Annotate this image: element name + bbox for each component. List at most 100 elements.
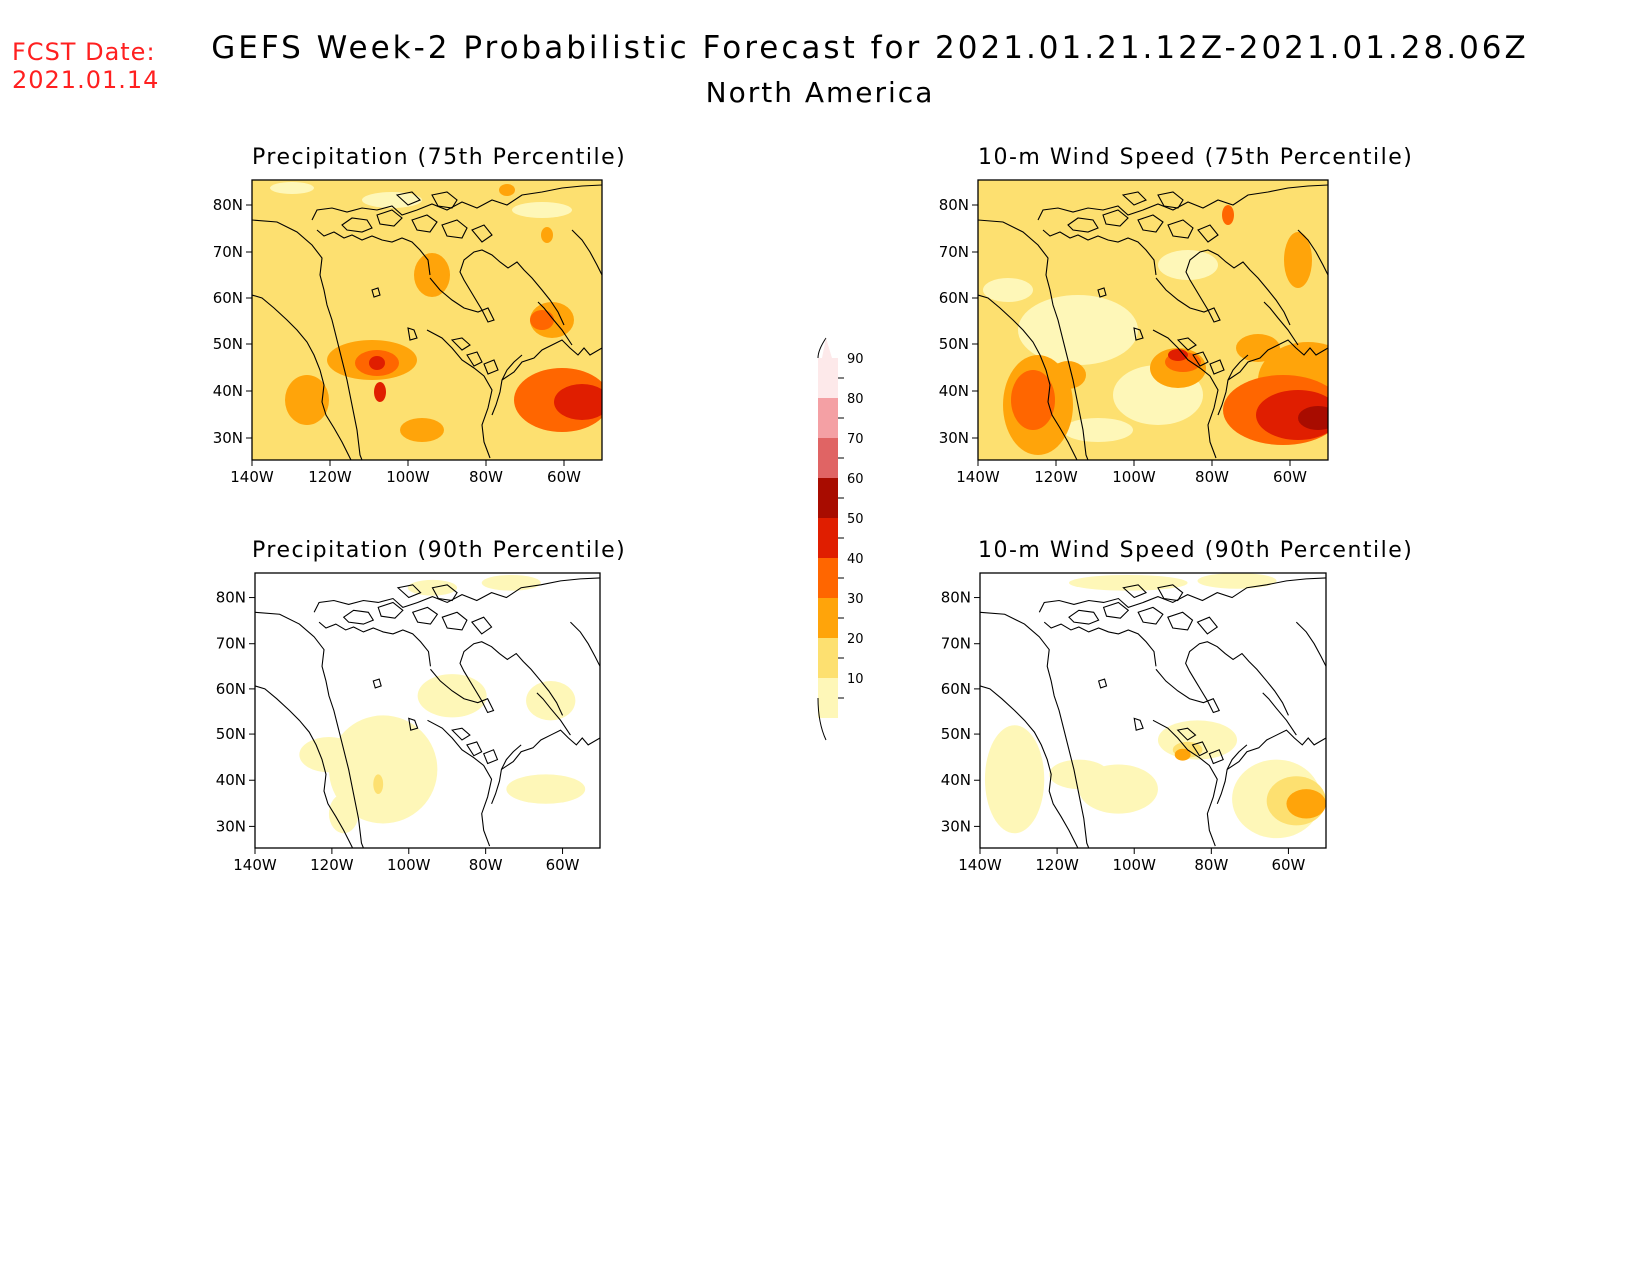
lat-tick-label: 60N: [213, 289, 243, 307]
shaded-region: [299, 737, 359, 773]
shaded-region: [1222, 205, 1234, 225]
shaded-region: [506, 774, 586, 804]
colorbar-swatch: [818, 358, 838, 398]
shaded-region: [1286, 789, 1326, 819]
fcst-date-text: 2021.01.14: [12, 66, 160, 94]
map-frame: [251, 179, 603, 461]
shaded-region: [554, 384, 602, 420]
colorbar-label: 60: [847, 472, 864, 487]
shaded-region: [481, 574, 541, 591]
colorbar-swatch: [818, 638, 838, 678]
colorbar-swatch: [818, 678, 838, 718]
map-field-wind-90: [980, 573, 1326, 848]
lat-tick-label: 80N: [941, 589, 971, 607]
lat-tick-label: 60N: [941, 680, 971, 698]
colorbar-swatch: [818, 518, 838, 558]
shaded-region: [512, 202, 572, 218]
lon-tick-label: 60W: [546, 856, 580, 874]
colorbar-swatch: [818, 478, 838, 518]
shaded-region: [1063, 418, 1133, 442]
colorbar-label: 10: [847, 672, 864, 687]
lat-tick-label: 60N: [939, 289, 969, 307]
shaded-region: [984, 725, 1045, 834]
lon-tick-label: 100W: [386, 468, 430, 486]
map-panel-precip-75: 140W 120W 100W 80W 60W 80N 70N 60N 50N 40N 30N: [213, 179, 603, 486]
lat-tick-label: 80N: [216, 589, 246, 607]
lat-tick-label: 50N: [939, 335, 969, 353]
lat-tick-label: 70N: [939, 243, 969, 261]
colorbar-swatch: [818, 558, 838, 598]
shaded-region: [499, 184, 515, 196]
lon-tick-label: 140W: [958, 856, 1002, 874]
colorbar-swatch: [818, 398, 838, 438]
colorbar-label: 90: [847, 352, 864, 367]
lat-tick-label: 70N: [216, 635, 246, 653]
shaded-region: [374, 382, 386, 402]
colorbar-label: 20: [847, 632, 864, 647]
shaded-region: [328, 793, 359, 834]
shaded-region: [1050, 361, 1086, 389]
shaded-region: [1236, 334, 1280, 362]
colorbar-swatch: [818, 598, 838, 638]
lat-tick-label: 50N: [216, 725, 246, 743]
shaded-region: [530, 310, 554, 330]
shaded-region: [417, 674, 487, 718]
shaded-region: [285, 375, 329, 425]
map-field-wind-75: [978, 180, 1328, 460]
colorbar-label: 80: [847, 392, 864, 407]
shaded-region: [1298, 406, 1328, 430]
lon-tick-label: 100W: [1112, 468, 1156, 486]
colorbar-label: 50: [847, 512, 864, 527]
lon-tick-label: 120W: [1034, 468, 1078, 486]
lon-tick-label: 80W: [1194, 856, 1228, 874]
lon-tick-label: 80W: [1195, 468, 1229, 486]
shaded-region: [369, 356, 385, 370]
lon-tick-label: 80W: [469, 856, 503, 874]
shaded-region: [1197, 573, 1277, 589]
figure-subtitle: North America: [705, 76, 935, 109]
lon-tick-label: 140W: [233, 856, 277, 874]
lon-tick-label: 140W: [230, 468, 274, 486]
lon-tick-label: 60W: [1271, 856, 1305, 874]
map-field-precip-75: [252, 180, 602, 460]
colorbar-label: 40: [847, 552, 864, 567]
lon-tick-label: 60W: [547, 468, 581, 486]
shaded-region: [1174, 748, 1191, 761]
lat-tick-label: 70N: [213, 243, 243, 261]
lon-tick-label: 120W: [1035, 856, 1079, 874]
lat-tick-label: 30N: [941, 817, 971, 835]
lat-tick-label: 40N: [939, 382, 969, 400]
shaded-region: [1011, 370, 1055, 430]
shaded-region: [1018, 295, 1138, 365]
shaded-region: [270, 182, 314, 194]
shaded-region: [400, 418, 444, 442]
lon-tick-label: 120W: [310, 856, 354, 874]
lat-tick-label: 30N: [939, 429, 969, 447]
shaded-region: [328, 715, 438, 824]
lon-tick-label: 60W: [1273, 468, 1307, 486]
shaded-region: [526, 681, 576, 721]
shaded-region: [541, 227, 553, 243]
lat-tick-label: 30N: [216, 817, 246, 835]
colorbar-label: 30: [847, 592, 864, 607]
map-panel-wind-90: 140W 120W 100W 80W 60W 80N 70N 60N 50N 40N 30N: [941, 572, 1327, 874]
lon-tick-label: 100W: [1112, 856, 1156, 874]
panel-title-precip-90: Precipitation (90th Percentile): [252, 538, 627, 563]
lat-tick-label: 50N: [213, 335, 243, 353]
lon-tick-label: 80W: [469, 468, 503, 486]
shaded-region: [983, 278, 1033, 302]
lat-tick-label: 40N: [216, 771, 246, 789]
lat-tick-label: 40N: [941, 771, 971, 789]
colorbar-top-cap: [817, 337, 827, 359]
shaded-region: [373, 774, 384, 794]
forecast-date-label: FCST Date: 2021.01.14: [12, 38, 159, 94]
lon-tick-label: 120W: [308, 468, 352, 486]
map-panel-precip-90: 140W 120W 100W 80W 60W 80N 70N 60N 50N 40N 30N: [216, 572, 601, 874]
lat-tick-label: 40N: [213, 382, 243, 400]
map-frame: [979, 572, 1327, 849]
colorbar: 90 80 70 60 50 40 30 20 10: [817, 337, 864, 741]
lat-tick-label: 80N: [213, 196, 243, 214]
map-panel-wind-75: 140W 120W 100W 80W 60W 80N 70N 60N 50N 40N 30N: [939, 179, 1329, 486]
figure-title: GEFS Week-2 Probabilistic Forecast for 2…: [211, 30, 1529, 66]
lat-tick-label: 30N: [213, 429, 243, 447]
